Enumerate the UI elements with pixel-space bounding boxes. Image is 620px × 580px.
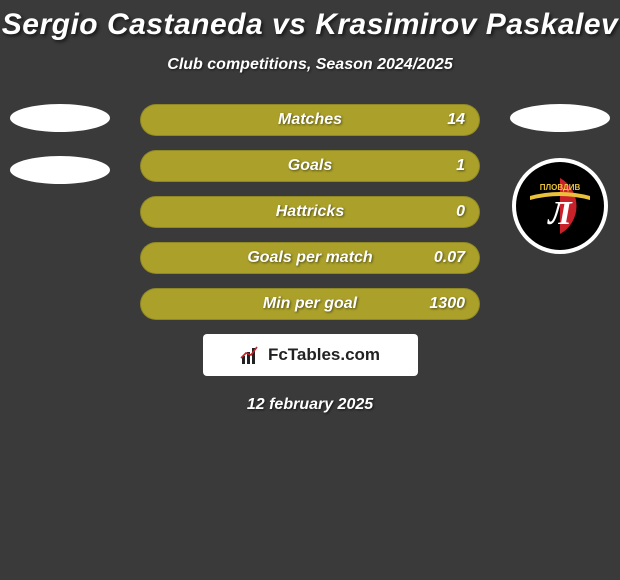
site-logo[interactable]: FcTables.com	[203, 334, 418, 376]
comparison-title: Sergio Castaneda vs Krasimirov Paskalev	[0, 0, 620, 42]
stat-label: Hattricks	[141, 203, 479, 221]
player2-placeholder-oval	[510, 104, 610, 132]
bar-chart-icon	[240, 344, 262, 366]
season-subtitle: Club competitions, Season 2024/2025	[0, 56, 620, 74]
stat-value: 0	[456, 203, 465, 221]
stat-bar-mpg: Min per goal 1300	[140, 288, 480, 320]
player1-badge-column	[10, 104, 110, 208]
stat-bar-gpm: Goals per match 0.07	[140, 242, 480, 274]
site-logo-text: FcTables.com	[268, 345, 380, 365]
player2-badge-column: ПЛОВДИВ Л	[510, 104, 610, 256]
stat-bar-goals: Goals 1	[140, 150, 480, 182]
crest-letter: Л	[546, 195, 573, 232]
stat-label: Matches	[141, 111, 479, 129]
stat-bars: Matches 14 Goals 1 Hattricks 0 Goals per…	[140, 104, 480, 320]
stat-value: 1300	[429, 295, 465, 313]
player1-placeholder-oval-1	[10, 104, 110, 132]
player2-club-crest: ПЛОВДИВ Л	[510, 156, 610, 256]
stat-bar-matches: Matches 14	[140, 104, 480, 136]
snapshot-date: 12 february 2025	[0, 396, 620, 414]
stat-label: Goals	[141, 157, 479, 175]
player1-placeholder-oval-2	[10, 156, 110, 184]
stat-value: 1	[456, 157, 465, 175]
crest-text-top: ПЛОВДИВ	[540, 183, 581, 192]
stat-label: Min per goal	[141, 295, 479, 313]
stat-value: 0.07	[434, 249, 465, 267]
content-area: ПЛОВДИВ Л Matches 14 Goals 1 Hattricks 0…	[0, 104, 620, 414]
stat-value: 14	[447, 111, 465, 129]
stat-bar-hattricks: Hattricks 0	[140, 196, 480, 228]
stat-label: Goals per match	[141, 249, 479, 267]
